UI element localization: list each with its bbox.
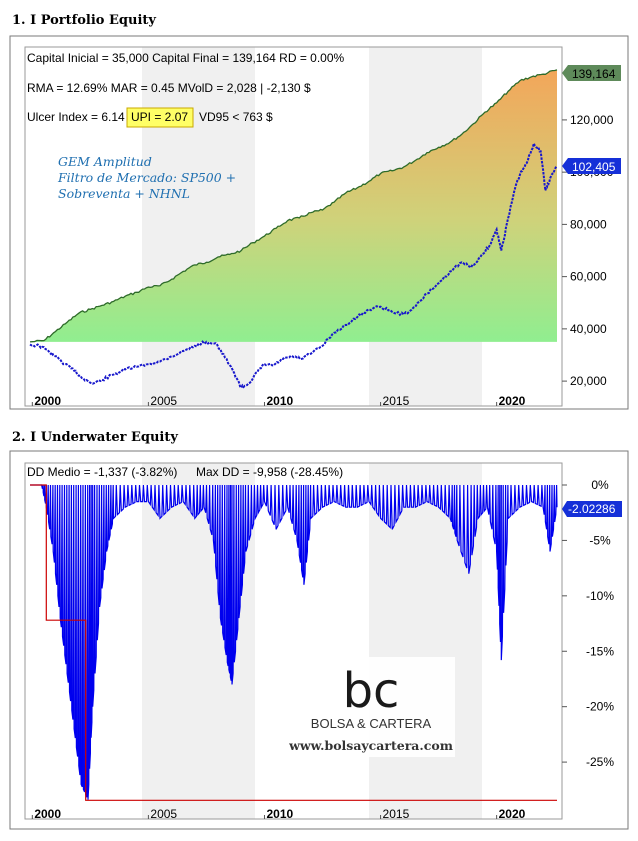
equity-x-tick-label: 2020 bbox=[499, 394, 526, 408]
equity-panel-title: 1. I Portfolio Equity bbox=[12, 13, 156, 28]
underwater-y-axis: 0% -5% -10% -15% -20% -25% bbox=[562, 478, 614, 769]
underwater-y-tick-label: 0% bbox=[591, 478, 609, 492]
bolsa-cartera-watermark: bc BOLSA & CARTERA www.bolsaycartera.com bbox=[287, 657, 455, 757]
equity-y-tick-label: 120,000 bbox=[570, 113, 614, 127]
underwater-y-tick-label: -20% bbox=[586, 700, 614, 714]
equity-y-tick-label: 80,000 bbox=[570, 217, 607, 231]
underwater-y-tick-label: -15% bbox=[586, 644, 614, 658]
watermark-url: www.bolsaycartera.com bbox=[288, 738, 453, 753]
drawdown-value-flag: -2.02286 bbox=[562, 501, 622, 517]
equity-stats-upi: UPI = 2.07 bbox=[131, 110, 188, 124]
strategy-equity-area bbox=[30, 69, 557, 342]
underwater-x-tick-label: 2005 bbox=[150, 807, 177, 821]
equity-stats-ulcer: Ulcer Index = 6.14 bbox=[27, 110, 125, 124]
underwater-x-axis: 2000 2005 2010 2015 2020 bbox=[31, 807, 526, 821]
equity-x-tick-label: 2000 bbox=[34, 394, 61, 408]
annotation-line2: Filtro de Mercado: SP500 + bbox=[57, 170, 236, 185]
equity-y-tick-label: 20,000 bbox=[570, 374, 607, 388]
equity-stats-line2: RMA = 12.69% MAR = 0.45 MVolD = 2,028 | … bbox=[27, 81, 311, 95]
equity-x-tick-label: 2005 bbox=[150, 394, 177, 408]
equity-band-2005 bbox=[142, 47, 255, 406]
strategy-value-flag: 139,164 bbox=[562, 65, 621, 81]
annotation-line3: Sobreventa + NHNL bbox=[58, 186, 190, 201]
benchmark-flag-text: 102,405 bbox=[572, 160, 616, 174]
underwater-panel-title: 2. I Underwater Equity bbox=[12, 430, 178, 445]
equity-plot-area bbox=[24, 46, 563, 407]
underwater-y-tick-label: -25% bbox=[586, 755, 614, 769]
watermark-name: BOLSA & CARTERA bbox=[311, 716, 432, 731]
underwater-y-tick-label: -10% bbox=[586, 589, 614, 603]
strategy-flag-text: 139,164 bbox=[572, 67, 616, 81]
upi-highlight-box bbox=[126, 107, 194, 128]
equity-y-tick-label: 40,000 bbox=[570, 322, 607, 336]
equity-stats-vd95: VD95 < 763 $ bbox=[199, 110, 273, 124]
underwater-dd-medio: DD Medio = -1,337 (-3.82%) bbox=[27, 465, 177, 479]
drawdown-line bbox=[30, 484, 558, 800]
equity-x-tick-label: 2015 bbox=[383, 394, 410, 408]
underwater-x-tick-label: 2010 bbox=[266, 807, 293, 821]
max-drawdown-line bbox=[30, 484, 557, 801]
underwater-x-tick-label: 2015 bbox=[383, 807, 410, 821]
equity-x-axis: 2000 2005 2010 2015 2020 bbox=[31, 394, 526, 408]
watermark-logo: bc bbox=[343, 663, 400, 719]
drawdown-flag-text: -2.02286 bbox=[568, 502, 616, 516]
underwater-y-tick-label: -5% bbox=[589, 533, 611, 547]
equity-y-tick-label: 60,000 bbox=[570, 270, 607, 284]
underwater-plot-area bbox=[24, 462, 563, 820]
benchmark-equity-line bbox=[29, 140, 558, 390]
underwater-x-tick-label: 2020 bbox=[499, 807, 526, 821]
equity-x-tick-label: 2010 bbox=[266, 394, 293, 408]
underwater-max-dd: Max DD = -9,958 (-28.45%) bbox=[196, 465, 343, 479]
benchmark-value-flag: 102,405 bbox=[562, 158, 621, 174]
equity-stats-line1: Capital Inicial = 35,000 Capital Final =… bbox=[27, 51, 345, 65]
underwater-x-tick-label: 2000 bbox=[34, 807, 61, 821]
strategy-equity-line bbox=[29, 69, 558, 343]
annotation-line1: GEM Amplitud bbox=[58, 154, 152, 169]
